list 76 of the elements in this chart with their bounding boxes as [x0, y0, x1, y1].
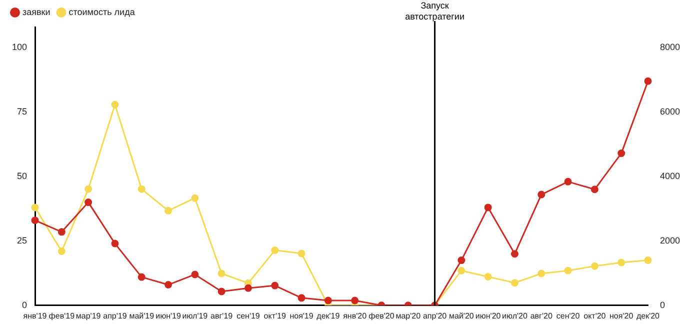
x-tick-label: июн'19: [156, 311, 182, 320]
y-tick-label: 50: [17, 170, 28, 181]
ref-line-label: Запуск автостратегии: [405, 0, 464, 22]
x-tick-label: мар'19: [76, 311, 102, 320]
x-tick-label: сен'20: [556, 311, 580, 320]
point: [271, 282, 279, 290]
x-tick-label: дек'20: [636, 311, 660, 320]
point: [618, 258, 626, 266]
y-tick-label: 75: [17, 106, 28, 117]
y-tick-label: 100: [12, 42, 28, 52]
point: [564, 178, 572, 186]
point: [298, 250, 306, 258]
x-tick-label: авг'19: [210, 311, 234, 320]
point: [538, 270, 546, 278]
x-tick-label: мар'20: [396, 311, 422, 320]
point: [644, 256, 652, 264]
point: [164, 206, 172, 214]
legend-label: стоимость лида: [68, 6, 135, 17]
point: [138, 273, 146, 281]
x-tick-label: июл'19: [182, 311, 208, 320]
y-tick-label: 0: [22, 300, 28, 310]
point: [351, 296, 359, 304]
x-tick-label: май'19: [129, 311, 155, 320]
x-tick-label: ноя'19: [290, 311, 314, 320]
point: [564, 266, 572, 274]
x-tick-label: авг'20: [530, 311, 553, 320]
x-tick-label: ноя'20: [610, 311, 634, 320]
point: [510, 279, 518, 287]
x-tick-label: июн'20: [475, 311, 502, 320]
point: [58, 248, 66, 256]
point: [590, 186, 598, 194]
point: [298, 294, 306, 302]
y2-tick-label: 6000: [660, 106, 680, 117]
point: [191, 270, 199, 278]
point: [58, 228, 66, 236]
x-tick-label: янв'19: [23, 311, 48, 320]
point: [164, 281, 172, 289]
point: [111, 100, 119, 108]
point: [191, 194, 199, 202]
point: [644, 77, 652, 85]
x-tick-label: июл'20: [502, 311, 528, 320]
point: [458, 256, 466, 264]
point: [84, 185, 92, 193]
y2-tick-label: 0: [660, 300, 665, 310]
x-tick-label: фев'20: [368, 311, 395, 320]
y2-tick-label: 2000: [660, 235, 680, 246]
point: [538, 190, 546, 198]
x-tick-label: окт'19: [264, 311, 286, 320]
point: [510, 250, 518, 258]
point: [218, 270, 226, 278]
y2-tick-label: 4000: [660, 170, 680, 181]
point: [618, 150, 626, 158]
point: [31, 216, 39, 224]
point: [324, 296, 332, 304]
x-tick-label: апр'20: [422, 311, 448, 320]
y-tick-label: 25: [17, 235, 28, 246]
x-tick-label: май'20: [449, 311, 474, 320]
point: [138, 185, 146, 193]
point: [244, 284, 252, 292]
x-tick-label: сен'19: [236, 311, 260, 320]
point: [111, 240, 119, 248]
point: [484, 204, 492, 212]
point: [84, 198, 92, 206]
legend-label: заявки: [22, 6, 50, 17]
x-tick-label: окт'20: [584, 311, 606, 320]
x-tick-label: апр'19: [103, 311, 128, 320]
point: [484, 272, 492, 280]
y2-tick-label: 8000: [660, 42, 680, 52]
point: [271, 246, 279, 254]
x-tick-label: янв'20: [343, 311, 368, 320]
x-tick-label: дек'19: [316, 311, 340, 320]
x-tick-label: фев'19: [48, 311, 76, 320]
point: [590, 262, 598, 270]
point: [458, 266, 466, 274]
point: [31, 204, 39, 212]
point: [218, 288, 226, 296]
